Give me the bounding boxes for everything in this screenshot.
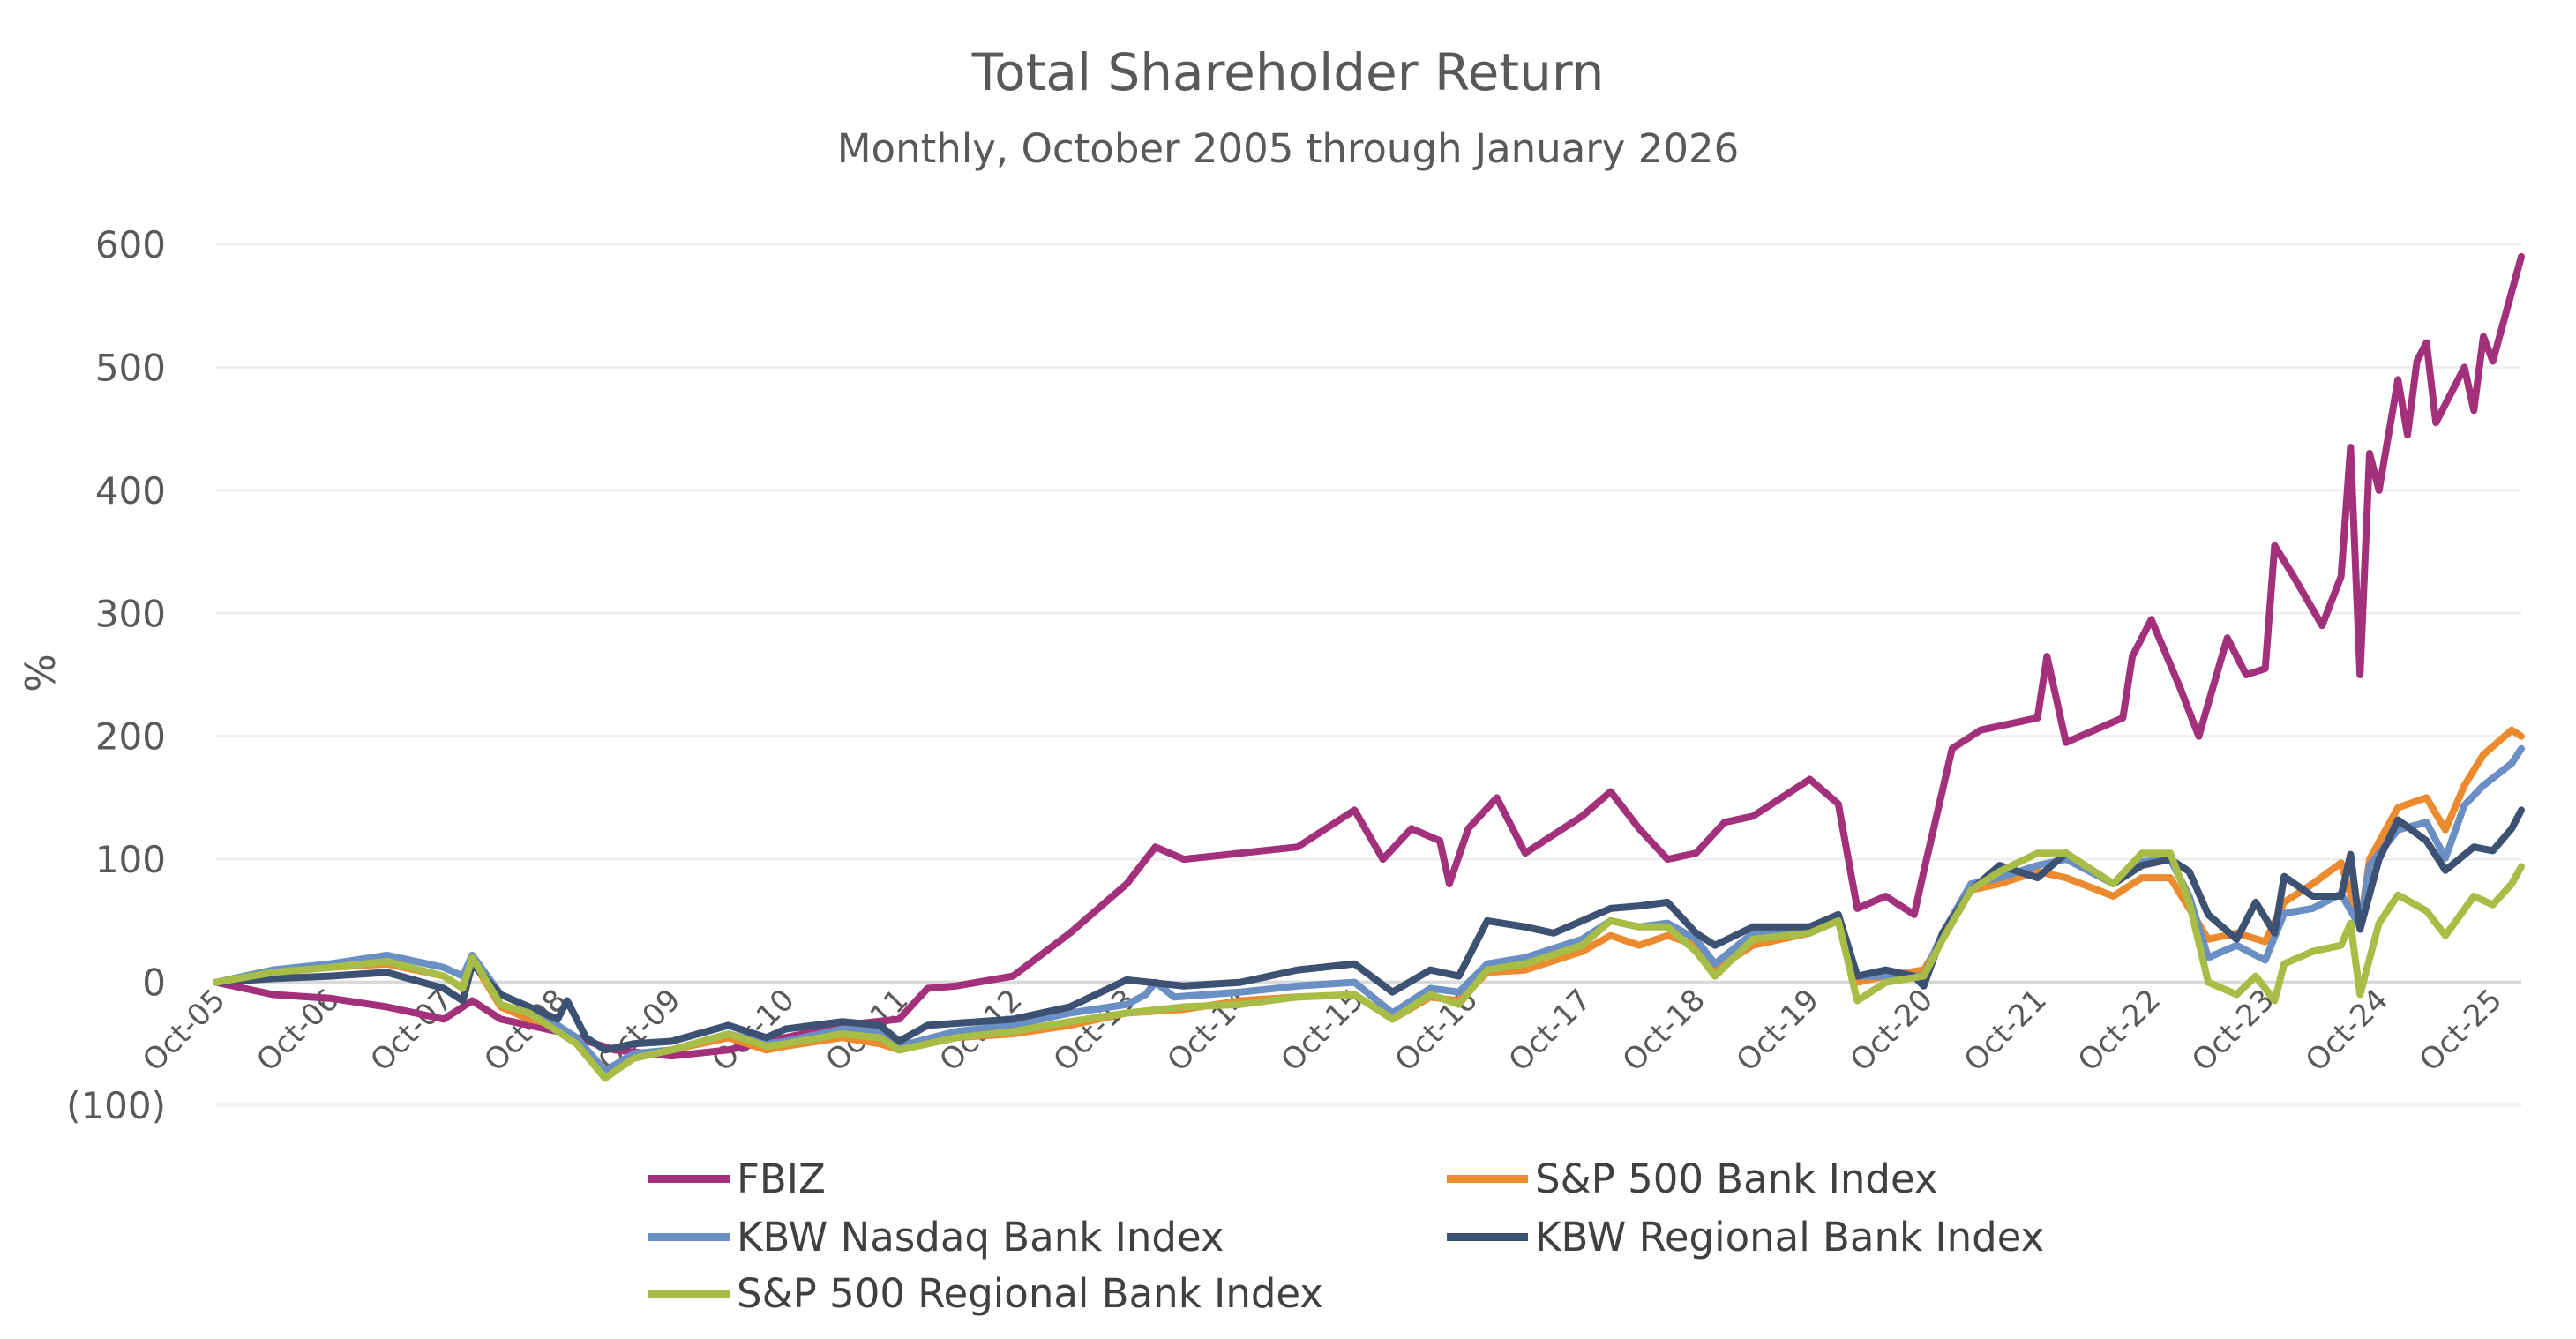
y-axis-label: % — [17, 654, 64, 692]
series-lines — [213, 252, 2525, 1082]
x-tick-label: Oct-07 — [363, 983, 460, 1079]
y-tick-label: 500 — [95, 346, 166, 389]
x-tick-label: Oct-24 — [2299, 983, 2395, 1079]
legend-label: S&P 500 Regional Bank Index — [737, 1270, 1323, 1317]
legend-swatch — [648, 1175, 730, 1183]
x-tick-label: Oct-09 — [591, 983, 687, 1079]
legend-label: FBIZ — [737, 1156, 826, 1202]
legend-item-fbiz: FBIZ — [648, 1156, 826, 1202]
legend-label: S&P 500 Bank Index — [1535, 1156, 1938, 1202]
y-tick-label: 0 — [142, 961, 166, 1005]
legend-item-sp500-bank: S&P 500 Bank Index — [1447, 1156, 1938, 1202]
x-tick-label: Oct-25 — [2413, 983, 2509, 1079]
y-tick-label: 300 — [95, 592, 166, 635]
y-tick-label: 600 — [95, 223, 166, 266]
legend-item-kbw-regional-bank: KBW Regional Bank Index — [1447, 1214, 2044, 1260]
y-axis-ticks: (100) 0 100 200 300 400 500 600 — [66, 223, 166, 1127]
x-tick-label: Oct-21 — [1958, 983, 2054, 1079]
legend-swatch — [648, 1233, 730, 1241]
legend-swatch — [1447, 1233, 1528, 1241]
series-line-kbw-nasdaq-bank-index — [213, 744, 2525, 1074]
series-line-kbw-regional-bank-index — [213, 806, 2525, 1054]
gridlines — [216, 243, 2521, 1107]
x-tick-label: Oct-17 — [1502, 983, 1599, 1079]
y-tick-label: 400 — [95, 469, 166, 512]
legend-item-kbw-nasdaq-bank: KBW Nasdaq Bank Index — [648, 1214, 1224, 1260]
y-tick-label: 200 — [95, 715, 166, 759]
y-tick-label: (100) — [66, 1084, 166, 1127]
legend-item-sp500-regional-bank: S&P 500 Regional Bank Index — [648, 1270, 1323, 1317]
x-tick-label: Oct-19 — [1730, 983, 1826, 1079]
x-tick-label: Oct-22 — [2071, 983, 2168, 1079]
x-tick-label: Oct-18 — [1616, 983, 1712, 1079]
legend-label: KBW Nasdaq Bank Index — [737, 1214, 1224, 1260]
chart-title: Total Shareholder Return — [971, 42, 1605, 102]
legend-label: KBW Regional Bank Index — [1535, 1214, 2045, 1260]
legend-swatch — [1447, 1175, 1528, 1183]
chart-subtitle: Monthly, October 2005 through January 20… — [836, 125, 1740, 172]
legend-swatch — [648, 1290, 730, 1298]
series-line-fbiz — [213, 252, 2525, 1060]
y-tick-label: 100 — [95, 838, 166, 881]
series-line-s-p-500-regional-bank-index — [213, 849, 2525, 1082]
